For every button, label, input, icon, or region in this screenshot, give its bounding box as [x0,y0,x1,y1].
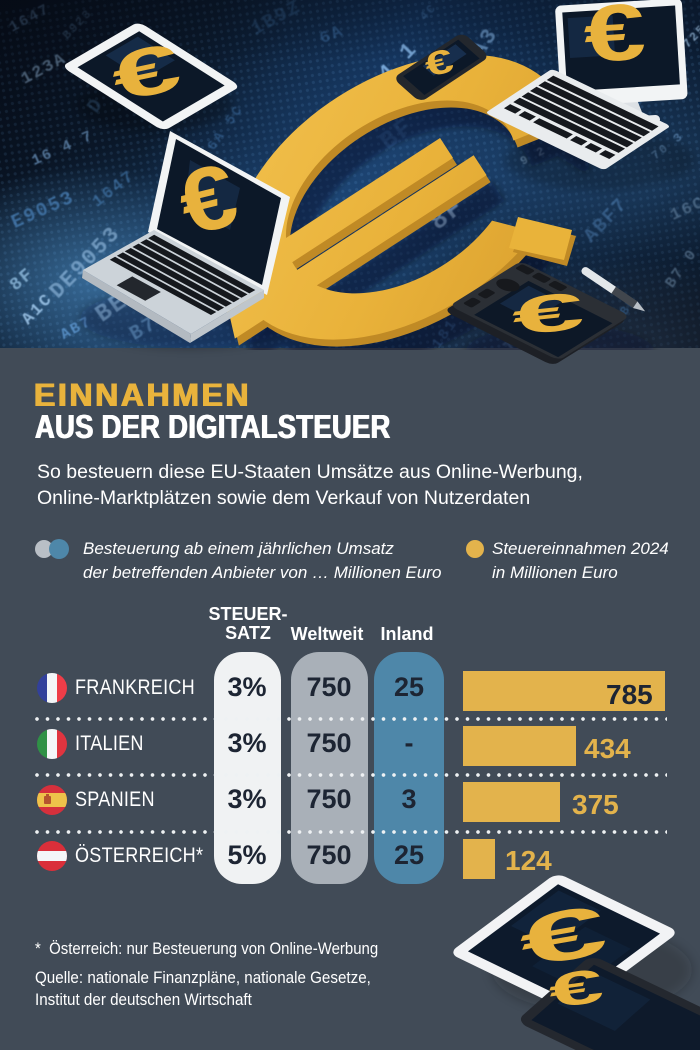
svg-text:€: € [581,0,648,80]
svg-text:€: € [546,959,607,1019]
svg-text:€: € [509,280,587,346]
svg-text:€: € [105,28,187,116]
